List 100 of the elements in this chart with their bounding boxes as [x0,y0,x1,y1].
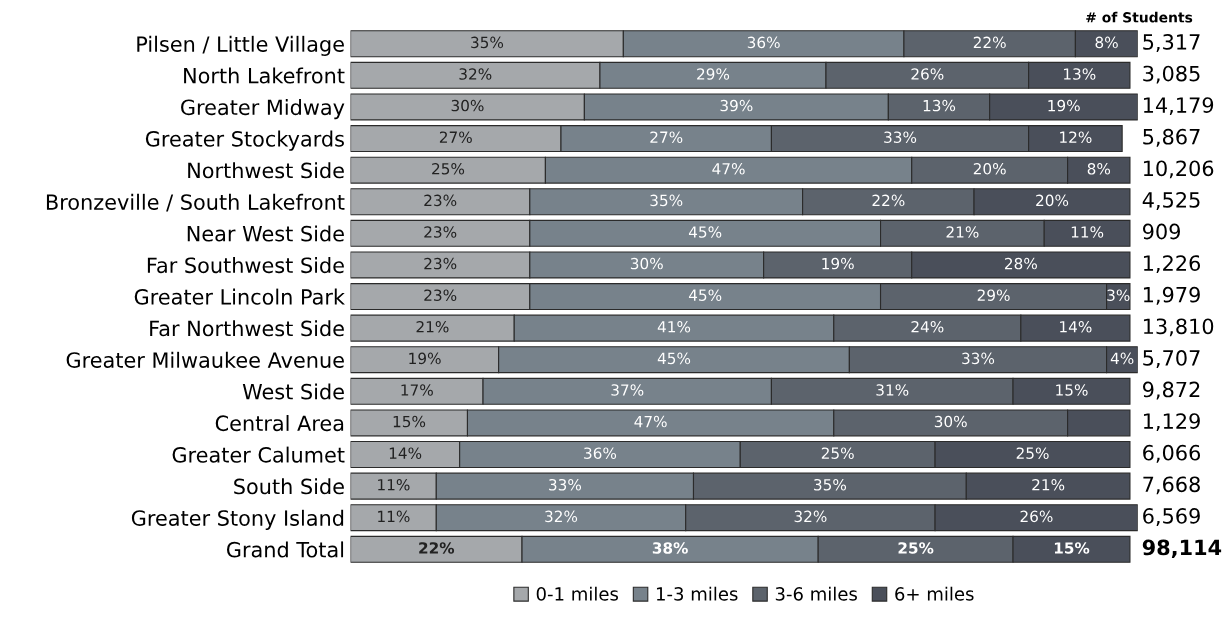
data-label: 23% [424,194,457,207]
data-label: 17% [401,384,433,396]
text: 7,668 [1143,476,1200,495]
legend-label: 6+ miles [895,586,974,601]
y-tick-label: North Lakefront [184,67,345,84]
data-label: 15% [1056,384,1088,396]
data-label: 33% [962,352,995,365]
text: 1,226 [1143,255,1201,274]
data-label: 35% [650,194,683,207]
data-label: 30% [451,99,484,112]
data-label: 45% [688,289,722,301]
text: 14,179 [1143,97,1214,116]
data-label: 23% [424,289,457,301]
data-label: 11% [378,478,410,491]
text: 1,979 [1143,286,1200,305]
y-tick-label: Grand Total [226,541,344,558]
text: 6,569 [1143,508,1200,526]
data-label: 36% [747,36,780,49]
legend-label: 3-6 miles [775,586,857,601]
data-label: 23% [424,226,457,238]
data-label: 26% [1020,510,1053,523]
y-tick-label: Pilsen / Little Village [137,35,344,56]
data-label: 25% [821,447,854,459]
data-label: 31% [876,384,909,396]
y-tick-label: Greater Stony Island [131,509,344,530]
text: 3,085 [1143,65,1200,84]
data-label: 21% [1032,478,1065,491]
y-tick-label: West Side [242,383,344,400]
data-label: 37% [611,384,644,396]
data-label: 19% [409,352,441,365]
text: 10,206 [1143,160,1214,179]
data-label: 35% [471,36,504,49]
data-label: 29% [697,68,730,80]
data-label: 47% [712,163,745,175]
data-label: 14% [389,447,422,459]
data-label: 29% [977,289,1010,301]
data-label: 21% [946,226,979,238]
data-label: 11% [378,510,410,523]
text: # of Students [1086,11,1193,23]
text: 5,707 [1143,350,1200,368]
data-label: 13% [1063,68,1096,80]
data-label: 24% [911,321,944,333]
data-label: 12% [1060,131,1092,143]
data-label: 38% [652,542,688,554]
text: 5,867 [1143,128,1200,147]
data-label: 25% [898,542,934,554]
text: 9,872 [1143,381,1200,400]
data-label: 19% [1048,99,1080,112]
data-label: 25% [1016,447,1049,459]
y-tick-label: Greater Stockyards [145,130,344,151]
data-label: 39% [720,99,753,112]
data-label: 25% [432,163,465,175]
data-label: 32% [794,510,827,523]
data-label: 26% [911,68,944,80]
data-label: 23% [424,257,457,270]
data-label: 27% [439,131,472,143]
y-tick-label: Greater Milwaukee Avenue [66,351,344,368]
data-label: 32% [545,510,578,523]
data-label: 30% [630,257,663,270]
data-label: 14% [1060,321,1092,333]
data-label: 28% [1004,257,1037,270]
data-label: 4% [1110,352,1134,365]
legend-label: 0-1 miles [536,586,619,601]
data-label: 33% [549,478,582,491]
text: 13,810 [1143,318,1214,337]
y-tick-label: Greater Lincoln Park [134,288,345,305]
data-label: 32% [459,68,492,80]
y-tick-label: Far Northwest Side [150,320,344,337]
data-label: 13% [923,99,956,112]
text: 1,129 [1143,413,1200,432]
data-label: 22% [872,194,905,207]
data-label: 8% [1095,36,1118,49]
y-tick-label: Greater Midway [181,99,345,120]
legend-label: 1-3 miles [656,586,738,601]
data-label: 30% [934,415,967,428]
data-label: 15% [1054,542,1090,554]
data-label: 36% [584,447,617,459]
text: 5,317 [1143,34,1200,52]
y-tick-label: Bronzeville / South Lakefront [46,193,345,212]
data-label: 35% [814,478,847,491]
data-label: 22% [973,36,1006,49]
data-label: 33% [884,131,917,143]
y-tick-label: Central Area [215,415,344,432]
text: 909 [1143,223,1180,240]
data-label: 45% [688,226,722,238]
data-label: 20% [1036,194,1069,207]
y-tick-label: Greater Calumet [172,446,345,463]
data-label: 45% [657,352,691,365]
y-tick-label: Northwest Side [188,162,344,179]
data-label: 8% [1087,163,1111,175]
y-tick-label: Near West Side [187,225,344,242]
y-tick-label: Far Southwest Side [147,257,344,274]
data-label: 27% [650,131,683,143]
data-label: 21% [416,321,449,333]
text: 4,525 [1142,192,1200,210]
data-label: 22% [419,542,455,554]
data-label: 15% [393,415,426,428]
data-label: 20% [973,163,1006,175]
data-label: 47% [634,415,667,428]
text: 98,114 [1142,539,1222,559]
